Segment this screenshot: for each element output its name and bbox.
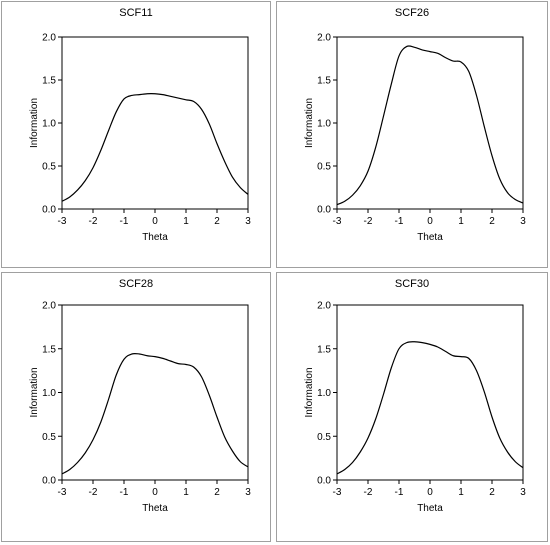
x-tick-label: 2 (214, 487, 220, 498)
x-tick-label: -2 (364, 487, 373, 498)
x-tick-label: -2 (364, 216, 373, 227)
x-tick-label: -2 (89, 216, 98, 227)
chart-title: SCF26 (394, 7, 430, 19)
x-tick-label: 2 (489, 487, 495, 498)
x-tick-label: 0 (427, 487, 433, 498)
y-tick-label: 1.0 (317, 388, 331, 399)
x-tick-label: -2 (89, 487, 98, 498)
y-axis-label: Information (29, 367, 40, 417)
chart-title: SCF30 (394, 278, 430, 290)
x-tick-label: -3 (333, 216, 342, 227)
information-curve-plot: 0.0 0.5 1.0 1.5 2.0 -3 -2 -1 0 1 2 3 Theta Informatio… (304, 301, 526, 515)
plot-frame (61, 304, 249, 481)
y-tick-label: 0.0 (42, 205, 56, 216)
y-tick-label: 0.0 (42, 476, 56, 487)
x-tick-label: 3 (245, 487, 251, 498)
information-curve (336, 341, 524, 475)
x-tick-label: -3 (58, 216, 67, 227)
x-axis-label: Theta (142, 503, 168, 514)
information-curve (61, 93, 249, 202)
y-tick-label: 2.0 (317, 301, 331, 312)
y-tick-label: 1.5 (317, 76, 331, 87)
y-tick-label: 0.0 (317, 476, 331, 487)
chart-panel-scf30: SCF30 0.0 0.5 1.0 1.5 2.0 -3 -2 -1 0 1 2 3 Theta Info… (276, 272, 548, 542)
x-axis-label: Theta (142, 232, 168, 243)
y-axis-label: Information (304, 98, 315, 148)
y-tick-label: 2.0 (42, 33, 56, 44)
y-tick-label: 0.5 (317, 162, 331, 173)
chart-panel-scf11: SCF11 0.0 0.5 1.0 1.5 2.0 -3 -2 -1 0 1 2 3 Theta Info… (1, 1, 271, 268)
x-axis-label: Theta (417, 503, 443, 514)
y-tick-label: 1.5 (42, 76, 56, 87)
y-tick-label: 1.0 (317, 119, 331, 130)
x-tick-label: 3 (520, 216, 526, 227)
information-curve-plot: 0.0 0.5 1.0 1.5 2.0 -3 -2 -1 0 1 2 3 Theta Informatio… (29, 33, 251, 244)
information-curve (336, 45, 524, 206)
x-tick-label: -1 (120, 487, 129, 498)
chart-panel-scf28: SCF28 0.0 0.5 1.0 1.5 2.0 -3 -2 -1 0 1 2 3 Theta Info… (1, 272, 271, 542)
chart-title: SCF11 (119, 7, 153, 19)
y-tick-label: 1.5 (42, 344, 56, 355)
y-tick-label: 0.0 (317, 205, 331, 216)
x-tick-label: 0 (152, 487, 158, 498)
x-tick-label: 0 (427, 216, 433, 227)
x-tick-label: 2 (214, 216, 220, 227)
x-tick-label: 1 (458, 487, 464, 498)
y-tick-label: 1.0 (42, 388, 56, 399)
x-tick-label: 1 (183, 487, 189, 498)
x-tick-label: 1 (183, 216, 189, 227)
y-tick-label: 1.5 (317, 344, 331, 355)
x-tick-label: -1 (395, 216, 404, 227)
information-curve (61, 352, 249, 475)
x-tick-label: -3 (58, 487, 67, 498)
y-tick-label: 0.5 (42, 432, 56, 443)
y-axis-label: Information (29, 98, 40, 148)
x-tick-label: 3 (520, 487, 526, 498)
x-axis-label: Theta (417, 232, 443, 243)
y-tick-label: 0.5 (317, 432, 331, 443)
plot-frame (336, 36, 524, 210)
information-curve-plot: 0.0 0.5 1.0 1.5 2.0 -3 -2 -1 0 1 2 3 Theta Informatio… (304, 33, 526, 244)
x-tick-label: 0 (152, 216, 158, 227)
information-curve-plot: 0.0 0.5 1.0 1.5 2.0 -3 -2 -1 0 1 2 3 Theta Informatio… (29, 301, 251, 515)
x-tick-label: 1 (458, 216, 464, 227)
chart-title: SCF28 (118, 278, 154, 290)
y-tick-label: 2.0 (317, 33, 331, 44)
y-tick-label: 2.0 (42, 301, 56, 312)
x-tick-label: -3 (333, 487, 342, 498)
y-axis-label: Information (304, 367, 315, 417)
x-tick-label: -1 (120, 216, 129, 227)
chart-panel-scf26: SCF26 0.0 0.5 1.0 1.5 2.0 -3 -2 -1 0 1 2 3 Theta Info… (276, 1, 548, 268)
y-tick-label: 1.0 (42, 119, 56, 130)
y-tick-label: 0.5 (42, 162, 56, 173)
x-tick-label: 3 (245, 216, 251, 227)
x-tick-label: -1 (395, 487, 404, 498)
plot-frame (336, 304, 524, 481)
x-tick-label: 2 (489, 216, 495, 227)
plot-frame (61, 36, 249, 210)
